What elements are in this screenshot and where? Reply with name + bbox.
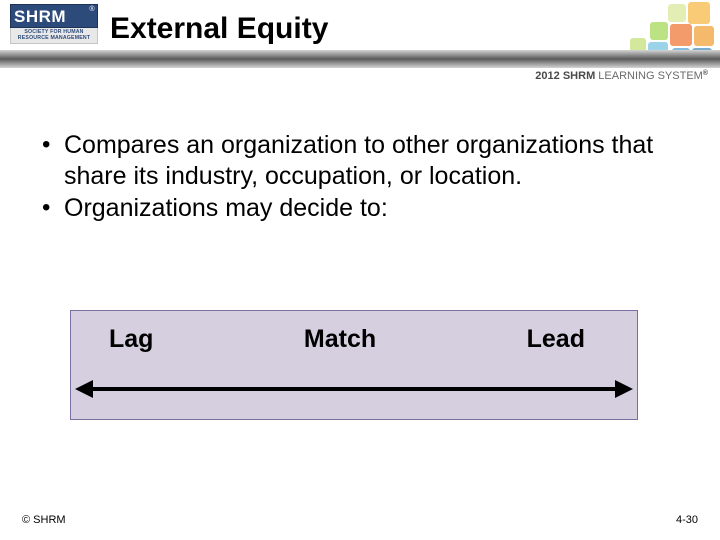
bullet-item: Organizations may decide to: bbox=[38, 193, 682, 224]
spectrum-box: Lag Match Lead bbox=[70, 310, 638, 420]
decor-square bbox=[650, 22, 668, 40]
header-band bbox=[0, 50, 720, 68]
subbrand: 2012 SHRM LEARNING SYSTEM® bbox=[535, 70, 708, 82]
decor-square bbox=[668, 4, 686, 22]
bullet-item: Compares an organization to other organi… bbox=[38, 130, 682, 191]
spectrum-label: Lag bbox=[109, 325, 153, 354]
logo-text: SHRM bbox=[14, 7, 66, 26]
logo-subtitle: SOCIETY FOR HUMAN RESOURCE MANAGEMENT bbox=[10, 28, 98, 44]
subbrand-org: SHRM bbox=[563, 70, 595, 82]
slide-header: SHRM ® SOCIETY FOR HUMAN RESOURCE MANAGE… bbox=[0, 0, 720, 78]
subbrand-year: 2012 bbox=[535, 70, 559, 82]
logo-subtitle-l2: RESOURCE MANAGEMENT bbox=[18, 35, 90, 41]
logo-acronym: SHRM ® bbox=[10, 4, 98, 28]
double-arrow-icon bbox=[89, 387, 619, 391]
spectrum-label: Match bbox=[304, 325, 376, 354]
decor-square bbox=[694, 26, 714, 46]
decor-square bbox=[688, 2, 710, 24]
content-area: Compares an organization to other organi… bbox=[38, 130, 682, 226]
footer-copyright: © SHRM bbox=[22, 514, 66, 526]
shrm-logo: SHRM ® SOCIETY FOR HUMAN RESOURCE MANAGE… bbox=[10, 4, 98, 52]
bullet-list: Compares an organization to other organi… bbox=[38, 130, 682, 224]
decor-square bbox=[670, 24, 692, 46]
footer-page-number: 4-30 bbox=[676, 514, 698, 526]
registered-icon: ® bbox=[89, 6, 95, 13]
spectrum-labels: Lag Match Lead bbox=[71, 311, 637, 354]
registered-icon: ® bbox=[703, 70, 708, 77]
subbrand-product: LEARNING SYSTEM bbox=[598, 70, 703, 82]
slide-title: External Equity bbox=[110, 12, 328, 46]
spectrum-label: Lead bbox=[527, 325, 585, 354]
